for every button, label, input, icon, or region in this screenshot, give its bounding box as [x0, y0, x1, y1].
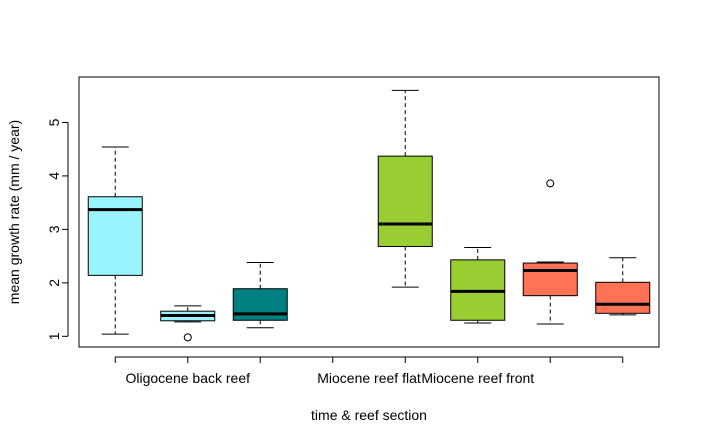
y-tick-label: 5	[46, 118, 62, 126]
x-axis-title: time & reef section	[311, 407, 427, 423]
box-group	[377, 89, 433, 288]
box	[232, 288, 288, 321]
outlier-point	[546, 179, 555, 188]
box-group	[595, 257, 651, 316]
box	[377, 155, 433, 247]
box	[595, 281, 651, 314]
box-group	[450, 247, 506, 324]
x-group-label: Oligocene back reef	[125, 370, 250, 386]
x-axis: Oligocene back reef Miocene reef flat Mioc…	[114, 356, 624, 386]
y-tick-label: 4	[46, 172, 62, 180]
box-group	[232, 262, 288, 329]
box-group	[160, 305, 216, 342]
outlier-point	[183, 333, 192, 342]
boxes-layer	[87, 89, 651, 342]
x-group-label: Miocene reef front	[421, 370, 534, 386]
y-tick-label: 1	[46, 332, 62, 340]
y-tick-label: 2	[46, 279, 62, 287]
y-axis: 1 2 3 4 5	[46, 118, 69, 340]
y-axis-title: mean growth rate (mm / year)	[6, 120, 22, 304]
y-tick-label: 3	[46, 225, 62, 233]
box	[522, 262, 578, 297]
x-group-label: Miocene reef flat	[317, 370, 421, 386]
box-group	[87, 146, 143, 335]
box-group	[522, 179, 578, 325]
plot-frame	[78, 76, 660, 348]
